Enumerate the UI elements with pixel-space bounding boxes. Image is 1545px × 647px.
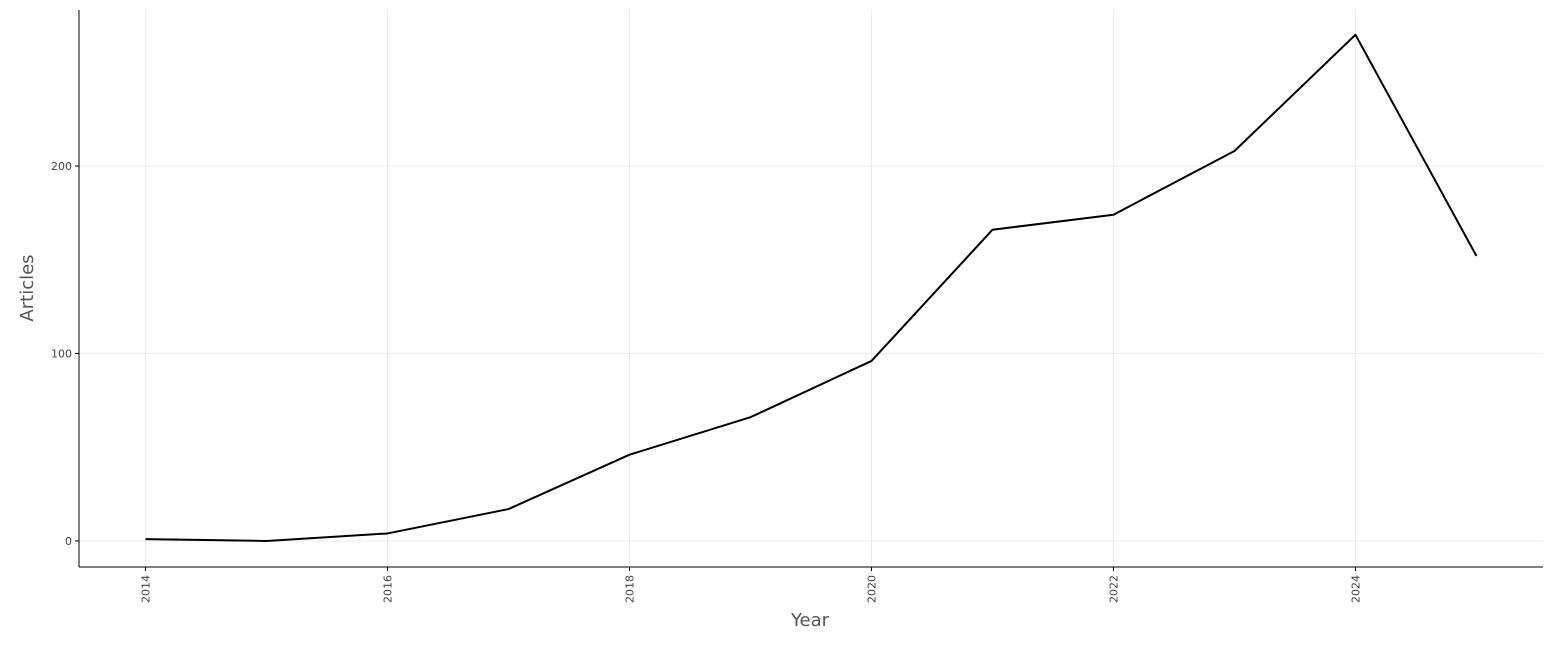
y-tick-label: 0 — [65, 535, 72, 548]
x-tick-label: 2020 — [865, 575, 878, 603]
y-tick-label: 200 — [51, 160, 72, 173]
x-tick-label: 2014 — [140, 575, 153, 603]
y-tick-label: 100 — [51, 347, 72, 360]
x-tick-label: 2016 — [382, 575, 395, 603]
x-tick-label: 2024 — [1349, 575, 1362, 603]
x-axis-title: Year — [790, 610, 830, 631]
x-tick-label: 2022 — [1107, 575, 1120, 603]
y-axis-title: Articles — [17, 254, 38, 321]
x-tick-label: 2018 — [624, 575, 637, 603]
line — [145, 33, 1478, 542]
